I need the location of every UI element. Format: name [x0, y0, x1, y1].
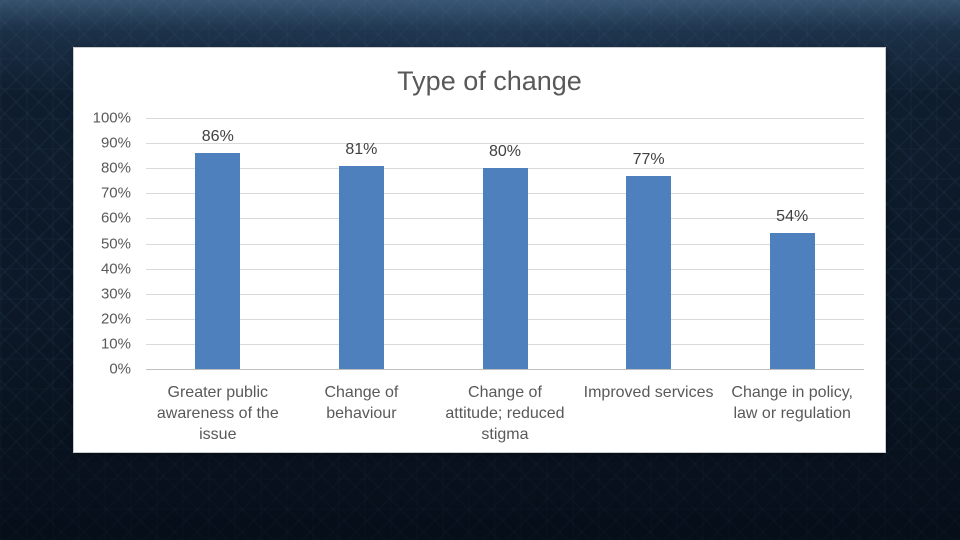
bar-data-label: 54% — [776, 208, 809, 226]
plot-area: 86% 81% 80% 77% 54% — [146, 118, 864, 370]
y-tick-label: 0% — [109, 360, 131, 378]
x-axis-line — [146, 369, 864, 370]
x-axis: Greater public awareness of the issue Chang… — [146, 382, 864, 445]
chart-object[interactable]: Type of change 100% 90% 80% 70% 60% 50% 40% 30%… — [73, 47, 886, 453]
bar-data-label: 86% — [201, 128, 234, 146]
x-category: Change of behaviour — [290, 382, 434, 445]
x-category-label: Improved services — [584, 382, 714, 445]
x-category-label-line: Change of — [468, 384, 542, 401]
x-category-label: Change of attitude; reduced stigma — [445, 382, 564, 445]
x-category-label-line: awareness of the — [156, 405, 279, 422]
y-tick-label: 60% — [100, 209, 131, 227]
x-category: Greater public awareness of the issue — [146, 382, 290, 445]
x-category-label-line: attitude; reduced — [445, 405, 565, 422]
x-category-label-line: Change in policy, — [731, 384, 853, 401]
y-tick-label: 70% — [100, 184, 131, 202]
y-tick-label: 40% — [100, 260, 131, 278]
y-tick-label: 30% — [100, 285, 131, 303]
gridline — [146, 143, 864, 145]
y-tick-label: 80% — [100, 159, 131, 177]
x-category-label-line: issue — [199, 426, 237, 443]
y-tick-label: 10% — [100, 335, 131, 353]
x-category: Change in policy, law or regulation — [720, 382, 864, 445]
gridline — [146, 118, 864, 119]
x-category-label: Change in policy, law or regulation — [731, 382, 853, 445]
x-category-label-line: law or regulation — [733, 405, 851, 422]
x-category-label: Greater public awareness of the issue — [157, 382, 279, 445]
bar-data-label: 81% — [345, 140, 378, 158]
x-category-label: Change of behaviour — [324, 382, 398, 445]
bar[interactable] — [769, 233, 815, 369]
y-axis: 100% 90% 80% 70% 60% 50% 40% 30% 20% 10% 0% — [74, 110, 131, 378]
bar[interactable] — [482, 168, 528, 369]
x-category-label-line: Improved services — [583, 384, 714, 401]
x-category-label-line: stigma — [481, 426, 529, 443]
x-category-label-line: behaviour — [326, 405, 397, 422]
x-category: Change of attitude; reduced stigma — [433, 382, 577, 445]
bar-data-label: 77% — [632, 150, 665, 168]
y-tick-label: 100% — [92, 109, 131, 127]
x-category-label-line: Greater public — [167, 384, 269, 401]
y-tick-label: 90% — [100, 134, 131, 152]
chart-title: Type of change — [397, 66, 582, 96]
bar[interactable] — [195, 153, 241, 369]
bar[interactable] — [338, 165, 384, 369]
y-tick-label: 50% — [100, 235, 131, 252]
bar[interactable] — [626, 175, 672, 369]
bar-data-label: 80% — [488, 143, 522, 161]
y-tick-label: 20% — [100, 310, 131, 328]
x-category-label-line: Change of — [324, 384, 399, 401]
x-category: Improved services — [577, 382, 721, 445]
